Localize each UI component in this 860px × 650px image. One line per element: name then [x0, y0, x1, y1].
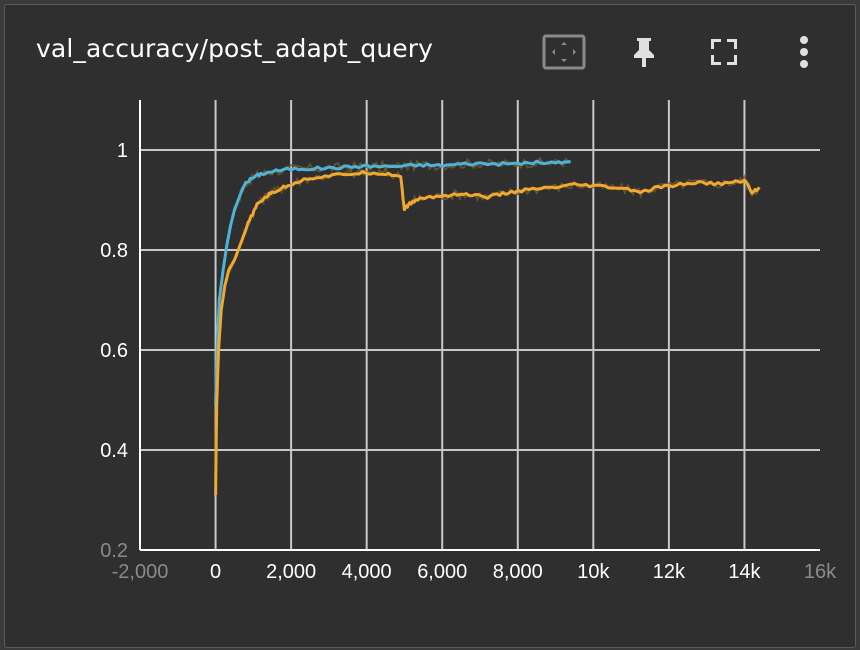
more-options-button[interactable]: [782, 30, 826, 74]
x-tick-label: 14k: [728, 561, 761, 583]
y-tick-label: 0.6: [100, 340, 128, 362]
series-line: [214, 159, 571, 406]
y-tick-label: 0.8: [100, 240, 128, 262]
series-group: [214, 156, 761, 496]
x-tick-label: 8,000: [493, 561, 543, 583]
x-tick-label: 0: [210, 561, 221, 583]
x-tick-label: 2,000: [266, 561, 316, 583]
x-tick-label: 10k: [577, 561, 610, 583]
fullscreen-icon: [711, 39, 737, 65]
fullscreen-button[interactable]: [702, 30, 746, 74]
fit-domain-icon: [542, 34, 586, 70]
axes: [139, 100, 820, 551]
x-tick-label: -2,000: [112, 561, 169, 583]
scalar-card: [4, 4, 856, 648]
x-tick-label: 16k: [804, 561, 837, 583]
x-tick-label: 12k: [653, 561, 686, 583]
pin-icon: [634, 38, 654, 67]
y-tick-label: 0.4: [100, 440, 128, 462]
fit-domain-button[interactable]: [542, 30, 586, 74]
x-tick-label: 6,000: [417, 561, 467, 583]
series-line: [214, 169, 761, 496]
tick-labels: -2,000 0 2,000 4,000 6,000 8,000 10k 12k 14k 16k 0…: [100, 140, 837, 583]
pin-button[interactable]: [622, 30, 666, 74]
card-title: val_accuracy/post_adapt_query: [36, 34, 434, 63]
y-tick-label: 1: [117, 140, 128, 162]
series-raw-line: [214, 167, 760, 496]
y-tick-label: 0.2: [100, 540, 128, 562]
more-vert-icon: [800, 36, 808, 68]
x-tick-label: 4,000: [342, 561, 392, 583]
